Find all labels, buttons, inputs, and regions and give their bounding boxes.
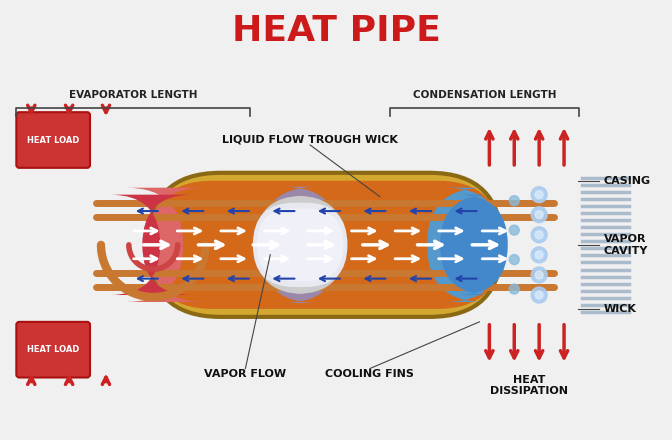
FancyBboxPatch shape [257,209,343,281]
Circle shape [531,227,547,243]
Circle shape [535,211,543,219]
Text: COOLING FINS: COOLING FINS [325,369,415,378]
Text: CONDENSATION LENGTH: CONDENSATION LENGTH [413,90,556,100]
Text: VAPOR FLOW: VAPOR FLOW [204,369,286,378]
Text: HEAT
DISSIPATION: HEAT DISSIPATION [490,374,569,396]
FancyBboxPatch shape [16,322,90,378]
Circle shape [531,187,547,202]
Text: WICK: WICK [604,304,637,314]
Circle shape [531,287,547,303]
FancyBboxPatch shape [126,188,204,302]
FancyBboxPatch shape [255,196,345,294]
Text: CASING: CASING [604,176,651,186]
Text: VAPOR
CAVITY: VAPOR CAVITY [604,234,648,256]
Circle shape [509,284,519,294]
FancyBboxPatch shape [149,181,502,309]
Text: LIQUID FLOW TROUGH WICK: LIQUID FLOW TROUGH WICK [222,135,398,145]
FancyBboxPatch shape [149,173,502,317]
Circle shape [531,207,547,223]
Circle shape [509,225,519,235]
Circle shape [535,251,543,259]
FancyBboxPatch shape [253,202,347,287]
Text: HEAT LOAD: HEAT LOAD [27,136,79,144]
Circle shape [509,196,519,205]
FancyBboxPatch shape [440,194,508,295]
FancyBboxPatch shape [110,194,193,295]
FancyBboxPatch shape [427,188,503,302]
FancyBboxPatch shape [259,187,341,303]
Circle shape [535,191,543,198]
Circle shape [509,255,519,264]
Circle shape [535,291,543,299]
Circle shape [531,267,547,283]
Text: HEAT PIPE: HEAT PIPE [232,14,440,48]
Circle shape [535,231,543,239]
Text: HEAT LOAD: HEAT LOAD [27,345,79,354]
Circle shape [531,247,547,263]
FancyBboxPatch shape [16,112,90,168]
Circle shape [535,271,543,279]
Text: EVAPORATOR LENGTH: EVAPORATOR LENGTH [69,90,197,100]
